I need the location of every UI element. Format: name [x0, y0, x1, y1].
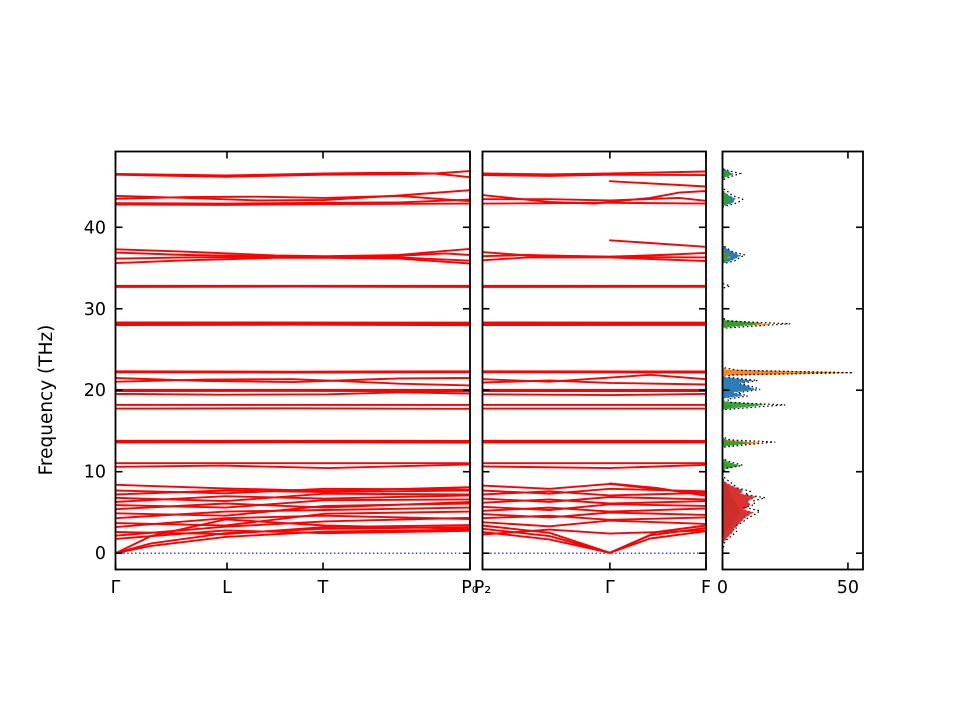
phonon-band-line — [481, 170, 707, 176]
phonon-band-line — [481, 392, 707, 397]
phonon-band-structure-left: Γ L T P₀ — [111, 150, 479, 598]
phonon-band-line — [481, 379, 707, 386]
phonon-band-line — [481, 514, 707, 521]
phonon-band-line — [114, 322, 471, 326]
pdos-red-fill — [721, 477, 757, 546]
axis-frame — [721, 150, 864, 571]
y-tick-label: 10 — [84, 463, 106, 483]
phonon-band-line — [114, 463, 471, 470]
axis-frame — [114, 150, 471, 571]
phonon-band-line — [114, 378, 471, 387]
phonon-band-line — [114, 492, 471, 503]
phonon-band-structure-right: P₂ Γ F — [474, 150, 711, 598]
x-tick-label: F — [701, 578, 711, 598]
phonon-band-line — [481, 201, 707, 205]
phonon-band-line — [608, 239, 707, 248]
y-axis-title: Frequency (THz) — [36, 325, 57, 476]
phonon-band-line — [114, 498, 471, 509]
phonon-band-line — [481, 503, 707, 511]
phonon-band-line — [114, 202, 471, 206]
phonon-band-line — [114, 194, 471, 203]
phonon-band-line — [114, 510, 471, 527]
phonon-band-line — [114, 524, 471, 536]
phonon-band-line — [481, 519, 707, 528]
pdos-green-fill — [721, 167, 766, 539]
phonon-band-line — [114, 198, 471, 205]
y-tick-label: 40 — [84, 218, 106, 238]
phonon-band-line — [481, 256, 707, 263]
y-tick-label: 30 — [84, 300, 106, 320]
phonon-band-line — [481, 511, 707, 519]
phonon-band-line — [608, 180, 707, 188]
phonon-band-line — [114, 172, 471, 179]
phonon-band-line — [114, 514, 471, 529]
phonon-band-line — [481, 528, 707, 536]
phonon-band-line — [481, 482, 707, 495]
y-tick-label: 20 — [84, 381, 106, 401]
phonon-dos: 0 50 — [717, 150, 864, 598]
phonon-band-line — [114, 407, 471, 410]
axis-frame — [481, 150, 707, 571]
phonon-band-line — [481, 530, 707, 554]
x-tick-label: Γ — [111, 578, 121, 598]
x-tick-label: Γ — [605, 578, 615, 598]
phonon-band-line — [114, 189, 471, 202]
phonon-band-line — [481, 463, 707, 470]
phonon-band-line — [481, 173, 707, 177]
x-tick-label: 50 — [837, 578, 859, 598]
phonon-band-line — [114, 256, 471, 265]
phonon-band-line — [114, 170, 471, 177]
x-tick-label: P₂ — [474, 578, 492, 598]
phonon-band-line — [481, 496, 707, 503]
y-tick-label: 0 — [95, 544, 106, 564]
phonon-band-line — [114, 529, 471, 540]
x-tick-label: T — [317, 578, 329, 598]
y-axis: 0 10 20 30 40 Frequency (THz) — [36, 218, 106, 564]
phonon-band-line — [114, 323, 471, 327]
x-tick-label: L — [222, 578, 232, 598]
phonon-band-line — [114, 528, 471, 555]
total-dos-line — [721, 168, 854, 552]
phonon-band-line — [481, 196, 707, 202]
phonon-band-line — [114, 391, 471, 396]
phonon-band-line — [114, 483, 471, 492]
phonon-band-line — [481, 254, 707, 259]
x-tick-label: P₀ — [461, 578, 479, 598]
x-tick-label: 0 — [717, 578, 728, 598]
phonon-band-line — [114, 516, 471, 537]
